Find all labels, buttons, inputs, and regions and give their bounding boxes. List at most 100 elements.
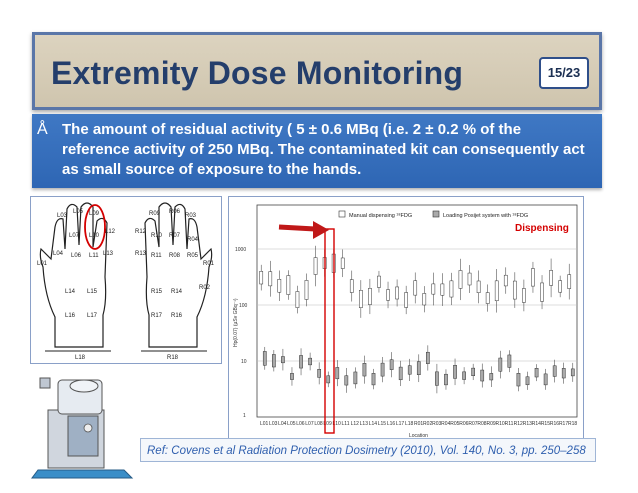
- x-tick-label: R15: [541, 421, 550, 427]
- posijet-box: [290, 373, 294, 380]
- page-number-badge: 15/23: [539, 57, 589, 89]
- hand-label: L18: [75, 355, 86, 361]
- x-tick-label: L09: [323, 421, 332, 427]
- posijet-box: [543, 373, 548, 386]
- manual-box: [476, 280, 481, 293]
- posijet-box: [272, 354, 276, 368]
- manual-box: [458, 270, 463, 289]
- y-tick-label: 10: [241, 359, 247, 365]
- manual-box: [395, 286, 399, 300]
- x-tick-label: L01: [260, 421, 269, 427]
- hand-label: R07: [169, 233, 181, 239]
- x-tick-label: R04: [441, 421, 450, 427]
- manual-box: [413, 280, 418, 296]
- posijet-box: [407, 365, 412, 375]
- manual-box: [268, 271, 273, 287]
- posijet-box: [462, 371, 466, 380]
- x-tick-label: R09: [486, 421, 495, 427]
- hand-label: R09: [149, 211, 161, 217]
- posijet-box: [552, 365, 557, 377]
- reference-box: Ref: Covens et al Radiation Protection D…: [140, 438, 596, 462]
- bullet-icon: Å: [37, 121, 48, 138]
- posijet-box: [570, 368, 575, 377]
- hand-label: L14: [65, 289, 76, 295]
- manual-box: [549, 270, 553, 286]
- posijet-box: [380, 362, 385, 377]
- posijet-box: [561, 368, 566, 379]
- boxplot-svg: 1000 100 10 1 Hp(0.07) (µSv GBq⁻¹) Locat…: [233, 204, 578, 439]
- posijet-box: [426, 351, 430, 364]
- posijet-box: [416, 361, 421, 375]
- manual-box: [377, 275, 381, 288]
- dispensing-annotation: Dispensing: [515, 223, 569, 234]
- hand-label: R08: [169, 253, 181, 259]
- bullet-text: The amount of residual activity ( 5 ± 0.…: [62, 121, 585, 178]
- x-tick-label: L16: [387, 421, 396, 427]
- x-tick-group: L01 L03 L04 L05 L06 L07 L08 L09 L10 L11 L12 L13 L14 L…: [260, 421, 577, 427]
- hand-label: L03: [57, 213, 68, 219]
- x-tick-label: L07: [305, 421, 314, 427]
- x-tick-label: R17: [559, 421, 568, 427]
- x-tick-label: R08: [477, 421, 486, 427]
- hand-label: R14: [171, 289, 183, 295]
- manual-box: [522, 288, 526, 303]
- x-tick-label: L04: [278, 421, 287, 427]
- x-tick-label: R06: [459, 421, 468, 427]
- posijet-box: [281, 356, 285, 364]
- x-tick-label: L12: [351, 421, 360, 427]
- hand-label: L10: [89, 233, 100, 239]
- hand-label: R13: [135, 251, 147, 257]
- posijet-box: [534, 368, 539, 378]
- x-tick-label: L11: [342, 421, 350, 427]
- x-tick-label: L10: [332, 421, 341, 427]
- manual-box: [349, 279, 354, 293]
- title-bar: Extremity Dose Monitoring 15/23: [32, 32, 602, 110]
- posijet-box: [435, 371, 439, 386]
- manual-box: [567, 274, 572, 289]
- hand-label: R18: [167, 355, 179, 361]
- y-tick-label: 100: [239, 303, 248, 309]
- x-tick-label: L13: [360, 421, 369, 427]
- hand-label: L05: [73, 209, 84, 215]
- posijet-box: [262, 351, 267, 366]
- manual-box: [277, 279, 282, 293]
- hand-label: R05: [187, 253, 199, 259]
- x-tick-label: L08: [314, 421, 323, 427]
- posijet-box: [371, 373, 376, 386]
- manual-box: [286, 275, 291, 295]
- manual-box: [358, 290, 363, 308]
- hand-label: L04: [53, 251, 64, 257]
- posijet-box: [507, 354, 512, 368]
- legend-manual: Manual dispensing ¹⁸FDG: [349, 212, 412, 219]
- hands-svg: L03 L05 L09 L07 L10 L12 L01 L04 L06 L11 …: [37, 202, 215, 361]
- posijet-box: [444, 373, 448, 386]
- posijet-box: [453, 365, 457, 379]
- manual-box: [304, 280, 309, 300]
- x-tick-label: R07: [468, 421, 477, 427]
- posijet-box: [308, 357, 312, 366]
- y-tick-label: 1: [243, 413, 246, 419]
- highlight-rectangle: [324, 228, 335, 434]
- hands-diagram: L03 L05 L09 L07 L10 L12 L01 L04 L06 L11 …: [30, 196, 222, 364]
- x-tick-label: L03: [269, 421, 278, 427]
- manual-box: [558, 280, 562, 293]
- posijet-box: [326, 375, 331, 384]
- manual-box: [540, 282, 544, 302]
- y-axis-label: Hp(0.07) (µSv GBq⁻¹): [233, 298, 239, 347]
- hand-label: L01: [37, 261, 48, 267]
- hand-label: R12: [135, 229, 147, 235]
- manual-box: [295, 291, 300, 308]
- manual-box: [368, 288, 372, 305]
- manual-box: [449, 280, 454, 298]
- posijet-box: [299, 355, 303, 369]
- posijet-box: [335, 367, 340, 380]
- boxplot-chart: 1000 100 10 1 Hp(0.07) (µSv GBq⁻¹) Locat…: [228, 196, 584, 442]
- hand-label: L06: [71, 253, 82, 259]
- x-tick-label: L14: [369, 421, 378, 427]
- hand-label: R06: [169, 209, 181, 215]
- posijet-box: [489, 373, 494, 381]
- x-tick-label: R01: [414, 421, 423, 427]
- manual-box: [440, 283, 445, 296]
- posijet-box: [398, 366, 403, 381]
- manual-box: [503, 274, 508, 287]
